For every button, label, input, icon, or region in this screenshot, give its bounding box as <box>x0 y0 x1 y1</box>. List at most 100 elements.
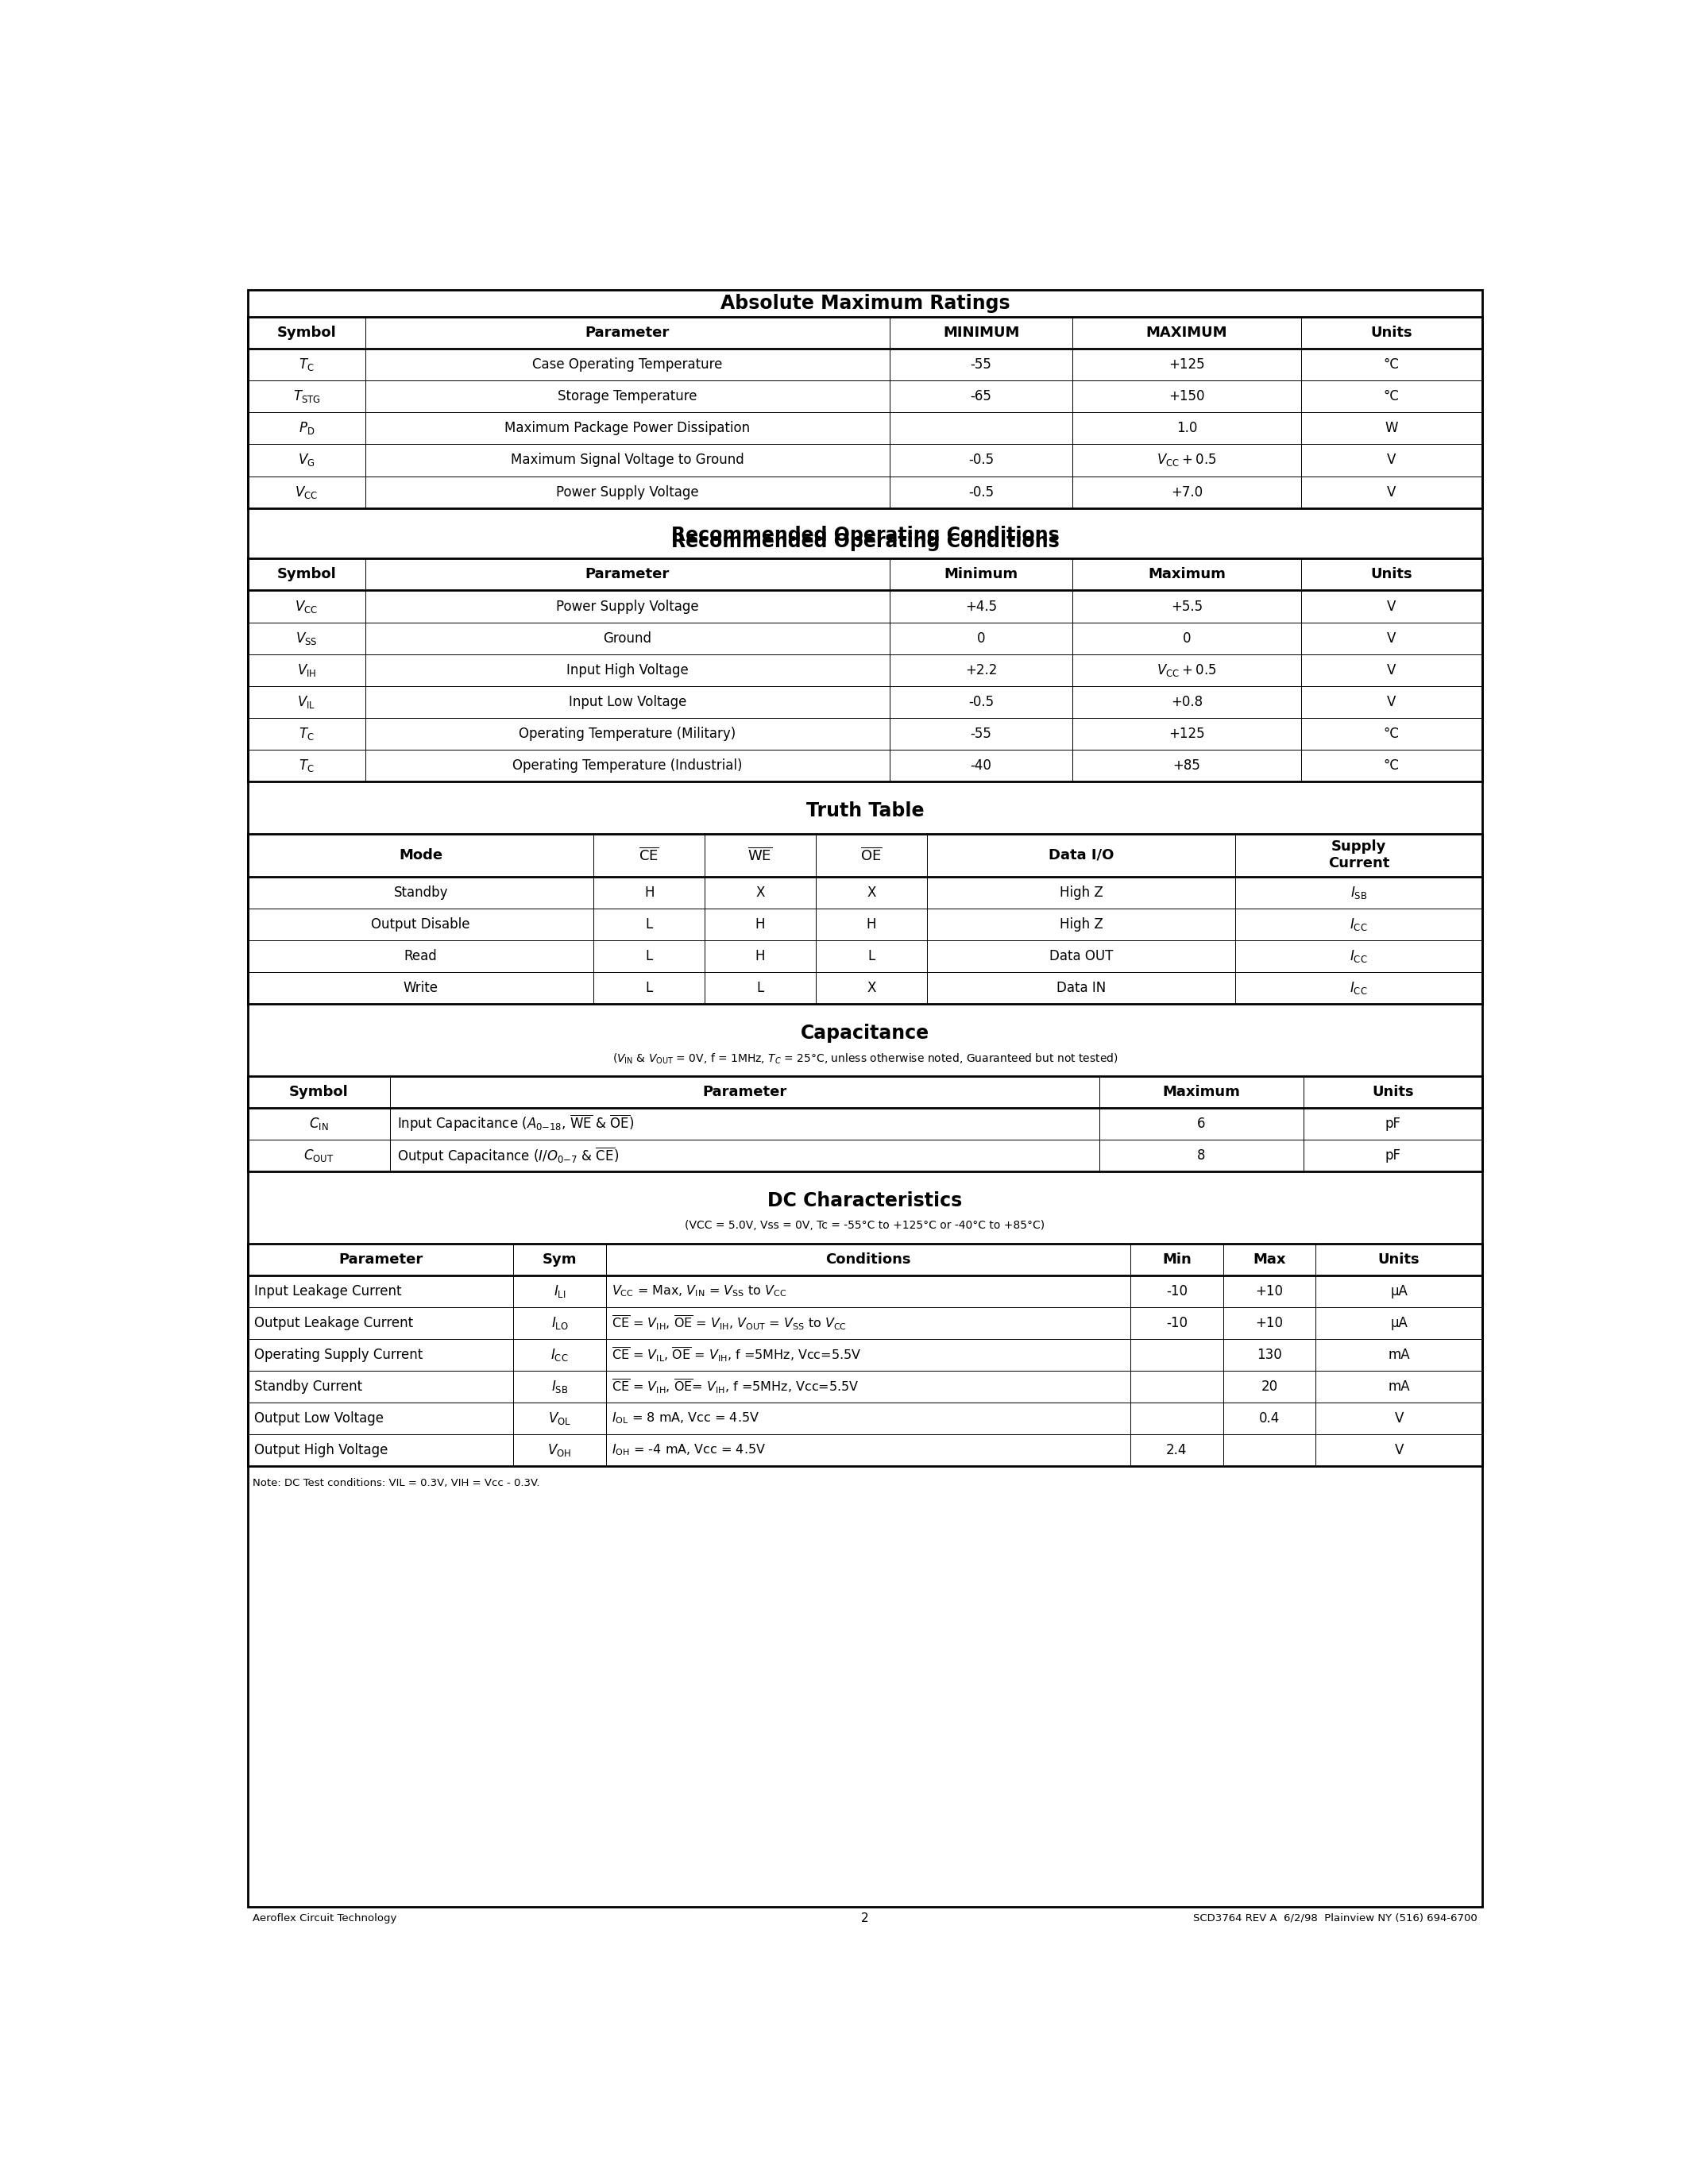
Text: V: V <box>1394 1444 1403 1457</box>
Text: $T_{\rm STG}$: $T_{\rm STG}$ <box>292 389 321 404</box>
Text: X: X <box>756 885 765 900</box>
Text: -55: -55 <box>971 358 993 371</box>
Text: V: V <box>1388 485 1396 500</box>
Text: MAXIMUM: MAXIMUM <box>1146 325 1227 341</box>
Text: $V_{\rm CC}+0.5$: $V_{\rm CC}+0.5$ <box>1156 662 1217 677</box>
Text: Parameter: Parameter <box>702 1085 787 1099</box>
Text: Write: Write <box>403 981 439 996</box>
Text: $I_{\rm CC}$: $I_{\rm CC}$ <box>1350 917 1367 933</box>
Text: Symbol: Symbol <box>277 325 336 341</box>
Bar <box>248 1243 1482 1465</box>
Text: $I_{\rm CC}$: $I_{\rm CC}$ <box>550 1348 569 1363</box>
Text: °C: °C <box>1384 358 1399 371</box>
Bar <box>248 834 1482 1005</box>
Text: Read: Read <box>403 950 437 963</box>
Text: L: L <box>645 981 653 996</box>
Text: Units: Units <box>1372 1085 1413 1099</box>
Text: Maximum Signal Voltage to Ground: Maximum Signal Voltage to Ground <box>511 452 744 467</box>
Text: Data OUT: Data OUT <box>1050 950 1112 963</box>
Text: 0.4: 0.4 <box>1259 1411 1280 1426</box>
Text: 0: 0 <box>977 631 986 644</box>
Text: $V_{\rm OH}$: $V_{\rm OH}$ <box>547 1441 572 1459</box>
Text: Standby: Standby <box>393 885 447 900</box>
Text: 2.4: 2.4 <box>1166 1444 1187 1457</box>
Text: °C: °C <box>1384 727 1399 740</box>
Text: Case Operating Temperature: Case Operating Temperature <box>532 358 722 371</box>
Text: V: V <box>1388 662 1396 677</box>
Text: Max: Max <box>1252 1251 1286 1267</box>
Text: Power Supply Voltage: Power Supply Voltage <box>555 485 699 500</box>
Text: $I_{\rm SB}$: $I_{\rm SB}$ <box>550 1378 569 1396</box>
Text: H: H <box>645 885 653 900</box>
Text: $\overline{\rm OE}$: $\overline{\rm OE}$ <box>861 847 883 863</box>
Text: ($V_{\rm IN}$ & $V_{\rm OUT}$ = 0V, f = 1MHz, $T_C$ = 25°C, unless otherwise not: ($V_{\rm IN}$ & $V_{\rm OUT}$ = 0V, f = … <box>613 1053 1117 1066</box>
Text: +125: +125 <box>1168 358 1205 371</box>
Text: Operating Temperature (Industrial): Operating Temperature (Industrial) <box>513 758 743 773</box>
Text: mA: mA <box>1388 1380 1409 1393</box>
Text: $V_{\rm CC}$ = Max, $V_{\rm IN}$ = $V_{\rm SS}$ to $V_{\rm CC}$: $V_{\rm CC}$ = Max, $V_{\rm IN}$ = $V_{\… <box>613 1284 787 1299</box>
Text: Standby Current: Standby Current <box>255 1380 363 1393</box>
Text: Parameter: Parameter <box>586 568 670 581</box>
Text: (VCC = 5.0V, Vss = 0V, Tc = -55°C to +125°C or -40°C to +85°C): (VCC = 5.0V, Vss = 0V, Tc = -55°C to +12… <box>685 1219 1045 1232</box>
Bar <box>248 317 1482 509</box>
Text: $I_{\rm LO}$: $I_{\rm LO}$ <box>550 1315 569 1330</box>
Text: -0.5: -0.5 <box>969 485 994 500</box>
Text: $I_{\rm CC}$: $I_{\rm CC}$ <box>1350 981 1367 996</box>
Text: W: W <box>1384 422 1398 435</box>
Text: -55: -55 <box>971 727 993 740</box>
Text: $V_{\rm CC}+0.5$: $V_{\rm CC}+0.5$ <box>1156 452 1217 467</box>
Text: $V_{\rm G}$: $V_{\rm G}$ <box>299 452 316 467</box>
Text: Output Disable: Output Disable <box>371 917 471 933</box>
Text: +10: +10 <box>1256 1317 1283 1330</box>
Text: V: V <box>1388 631 1396 644</box>
Text: $\overline{\rm CE}$ = $V_{\rm IH}$, $\overline{\rm OE}$ = $V_{\rm IH}$, $V_{\rm : $\overline{\rm CE}$ = $V_{\rm IH}$, $\ov… <box>613 1315 847 1332</box>
Text: Capacitance: Capacitance <box>800 1024 930 1042</box>
Text: $I_{\rm OH}$ = -4 mA, Vcc = 4.5V: $I_{\rm OH}$ = -4 mA, Vcc = 4.5V <box>613 1444 766 1457</box>
Text: -10: -10 <box>1166 1317 1187 1330</box>
Bar <box>248 1077 1482 1171</box>
Text: Operating Supply Current: Operating Supply Current <box>255 1348 422 1363</box>
Text: $I_{\rm CC}$: $I_{\rm CC}$ <box>1350 948 1367 963</box>
Text: Output Leakage Current: Output Leakage Current <box>255 1317 414 1330</box>
Text: Min: Min <box>1161 1251 1192 1267</box>
Text: V: V <box>1388 695 1396 710</box>
Text: Parameter: Parameter <box>338 1251 422 1267</box>
Text: Truth Table: Truth Table <box>807 802 923 821</box>
Text: °C: °C <box>1384 758 1399 773</box>
Text: Output High Voltage: Output High Voltage <box>255 1444 388 1457</box>
Text: DC Characteristics: DC Characteristics <box>768 1190 962 1210</box>
Text: Input Capacitance ($A_{0\rm{-}18}$, $\overline{\rm WE}$ & $\overline{\rm OE}$): Input Capacitance ($A_{0\rm{-}18}$, $\ov… <box>397 1114 635 1133</box>
Text: Recommended Operating Conditions: Recommended Operating Conditions <box>672 533 1060 550</box>
Text: +5.5: +5.5 <box>1171 598 1202 614</box>
Text: μA: μA <box>1391 1284 1408 1299</box>
Text: +10: +10 <box>1256 1284 1283 1299</box>
Text: Minimum: Minimum <box>944 568 1018 581</box>
Text: 0: 0 <box>1183 631 1190 644</box>
Bar <box>248 559 1482 782</box>
Text: Aeroflex Circuit Technology: Aeroflex Circuit Technology <box>253 1913 397 1924</box>
Text: Output Capacitance ($I/O_{0\rm{-}7}$ & $\overline{\rm CE}$): Output Capacitance ($I/O_{0\rm{-}7}$ & $… <box>397 1147 619 1166</box>
Text: 6: 6 <box>1197 1116 1205 1131</box>
Text: -40: -40 <box>971 758 993 773</box>
Text: H: H <box>755 917 765 933</box>
Text: Ground: Ground <box>603 631 652 644</box>
Text: $I_{\rm SB}$: $I_{\rm SB}$ <box>1350 885 1367 900</box>
Text: Data I/O: Data I/O <box>1048 847 1114 863</box>
Text: $T_{\rm C}$: $T_{\rm C}$ <box>299 725 314 743</box>
Text: +2.2: +2.2 <box>966 662 998 677</box>
Text: +7.0: +7.0 <box>1171 485 1202 500</box>
Text: H: H <box>866 917 876 933</box>
Text: $\overline{\rm WE}$: $\overline{\rm WE}$ <box>748 847 773 863</box>
Text: Parameter: Parameter <box>586 325 670 341</box>
Text: L: L <box>868 950 874 963</box>
Text: L: L <box>756 981 765 996</box>
Text: +150: +150 <box>1168 389 1205 404</box>
Text: Storage Temperature: Storage Temperature <box>557 389 697 404</box>
Text: L: L <box>645 917 653 933</box>
Text: Maximum: Maximum <box>1148 568 1225 581</box>
Text: -65: -65 <box>971 389 993 404</box>
Text: $V_{\rm IL}$: $V_{\rm IL}$ <box>297 695 316 710</box>
Text: Symbol: Symbol <box>277 568 336 581</box>
Text: Power Supply Voltage: Power Supply Voltage <box>555 598 699 614</box>
Text: $V_{\rm SS}$: $V_{\rm SS}$ <box>295 631 317 646</box>
